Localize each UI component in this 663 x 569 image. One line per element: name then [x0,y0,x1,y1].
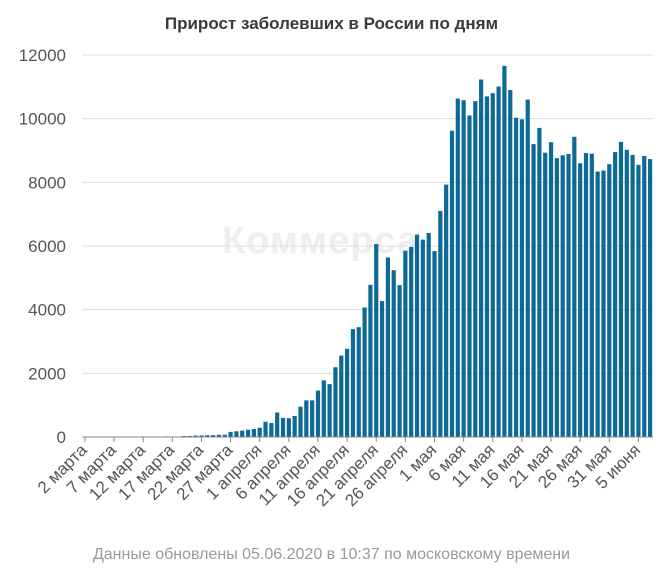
bar [385,257,390,437]
y-tick-label: 12000 [19,46,66,65]
y-tick-label: 10000 [19,110,66,129]
bar [321,380,326,437]
y-tick-label: 0 [57,428,66,447]
bar [613,152,618,437]
bar [391,270,396,437]
bar [298,406,303,437]
bar [467,115,472,437]
bar [356,327,361,437]
chart-title: Прирост заболевших в России по дням [164,14,499,33]
bar [339,355,344,437]
bar [263,421,268,437]
bar [595,171,600,437]
bars [100,65,653,438]
bar [374,244,379,437]
bar [438,210,443,437]
bar [403,250,408,437]
bar [642,155,647,437]
bar [455,98,460,438]
bar [537,127,542,438]
bar [420,239,425,437]
bar [245,429,251,437]
bar [397,285,402,437]
bar [409,246,414,437]
y-tick-label: 2000 [28,364,66,383]
bar [228,431,233,437]
bar [484,96,490,437]
bar [379,301,385,437]
bar [286,418,291,437]
bar [368,284,373,437]
bar [589,153,594,437]
bar [199,435,204,437]
bar [473,101,478,437]
bar [560,155,565,437]
bar [583,153,589,438]
bar [432,251,437,437]
bar [601,170,606,437]
bar [275,412,280,437]
bar [315,390,321,437]
bar [205,435,210,437]
y-tick-label: 8000 [28,173,66,192]
bar [211,435,216,437]
bar [193,435,198,437]
bar [187,435,192,437]
bar [618,141,624,437]
bar [630,154,635,437]
bar [310,400,315,437]
bar [513,117,519,438]
bar [414,234,420,437]
bar [490,93,495,437]
bar [636,164,641,437]
bar [531,144,536,437]
bar [345,348,350,437]
bar [502,65,507,437]
bar [234,431,239,437]
y-tick-label: 4000 [28,301,66,320]
bar [216,434,222,437]
y-tick-label: 6000 [28,237,66,256]
bar [543,152,548,438]
y-axis: 0 2000 4000 6000 8000 10000 12000 [19,46,66,447]
bar [251,429,256,437]
bar [350,329,356,437]
bar [362,307,367,437]
bar [525,99,530,437]
bar [461,100,466,437]
bar [624,149,629,438]
bar [607,164,612,437]
bar [554,158,559,437]
bar [548,142,554,437]
bar [572,136,577,437]
bar [519,119,525,438]
bar [444,184,449,437]
bar [578,163,583,438]
watermark-logo-text: Коммерса [222,220,420,262]
bar [222,434,227,437]
bar [280,417,286,437]
bar [292,415,297,437]
bar [449,130,455,437]
bar [508,90,513,438]
bar [426,232,431,437]
bar [333,367,338,437]
bar [647,159,653,437]
bar [269,422,274,437]
bar [566,154,571,437]
update-note: Данные обновлены 05.06.2020 в 10:37 по м… [92,546,571,563]
bar [240,430,245,437]
bar [327,384,332,437]
bar [479,79,484,437]
bar [257,427,262,437]
bar [496,86,501,437]
bar [304,400,309,437]
